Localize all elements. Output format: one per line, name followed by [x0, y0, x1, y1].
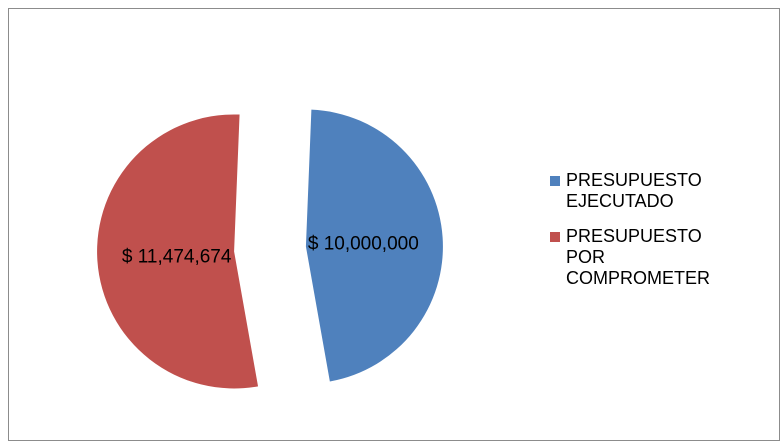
- legend-label-por-comprometer: PRESUPUESTO POR COMPROMETER: [566, 226, 710, 288]
- slice-label-presupuesto-por-comprometer: $ 11,474,674: [122, 246, 232, 267]
- legend-item-ejecutado: PRESUPUESTO EJECUTADO: [550, 170, 770, 212]
- legend-swatch-por-comprometer: [550, 232, 560, 242]
- pie-slice-presupuesto-por-comprometer: [97, 114, 259, 389]
- legend-item-por-comprometer: PRESUPUESTO POR COMPROMETER: [550, 226, 770, 289]
- slice-label-presupuesto-ejecutado: $ 10,000,000: [308, 234, 419, 255]
- legend-label-ejecutado: PRESUPUESTO EJECUTADO: [566, 170, 702, 211]
- pie-slice-presupuesto-ejecutado: [305, 109, 443, 382]
- legend-swatch-ejecutado: [550, 176, 560, 186]
- legend: PRESUPUESTO EJECUTADO PRESUPUESTO POR CO…: [550, 170, 770, 303]
